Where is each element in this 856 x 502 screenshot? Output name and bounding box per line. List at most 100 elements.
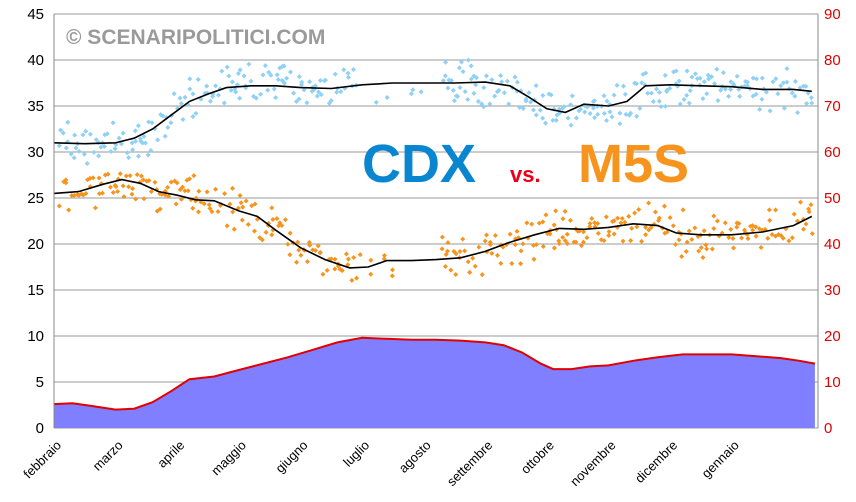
cdx-point — [133, 138, 139, 144]
cdx-point — [345, 74, 351, 80]
cdx-point — [210, 93, 216, 99]
cdx-point — [273, 95, 279, 101]
y-right-tick-label: 90 — [824, 6, 841, 23]
x-tick-label: ottobre — [518, 438, 557, 477]
cdx-point — [91, 149, 97, 155]
cdx-point — [187, 76, 193, 82]
m5s-point — [711, 225, 717, 231]
gap-area — [54, 337, 815, 428]
m5s-point — [543, 212, 549, 218]
m5s-point — [529, 221, 535, 227]
m5s-point — [629, 225, 635, 231]
m5s-point — [357, 252, 363, 258]
cdx-point — [700, 96, 706, 102]
x-tick-label: giugno — [272, 438, 310, 476]
cdx-point — [248, 78, 254, 84]
m5s-point — [269, 232, 275, 238]
cdx-point — [84, 160, 90, 166]
cdx-point — [499, 79, 505, 85]
m5s-point — [494, 252, 500, 258]
cdx-point — [514, 79, 520, 85]
cdx-point — [307, 79, 313, 85]
m5s-point — [701, 228, 707, 234]
cdx-point — [744, 83, 750, 89]
m5s-point — [185, 188, 191, 194]
m5s-point — [809, 231, 815, 237]
m5s-point — [90, 175, 96, 181]
cdx-point — [246, 61, 252, 67]
cdx-point — [440, 78, 446, 84]
y-right-tick-label: 0 — [824, 420, 832, 437]
cdx-point — [317, 78, 323, 84]
m5s-point — [345, 256, 351, 262]
m5s-point — [294, 259, 300, 265]
cdx-point — [528, 99, 534, 105]
m5s-point — [507, 231, 513, 237]
m5s-point — [562, 208, 568, 214]
m5s-point — [664, 229, 670, 235]
cdx-point — [803, 83, 809, 89]
cdx-point — [60, 130, 66, 136]
cdx-point — [72, 132, 78, 138]
y-left-tick-label: 45 — [27, 6, 44, 23]
y-right-tick-label: 50 — [824, 190, 841, 207]
cdx-point — [350, 66, 356, 72]
cdx-point — [328, 98, 334, 104]
cdx-point — [148, 148, 154, 154]
cdx-point — [296, 74, 302, 80]
x-tick-label: agosto — [396, 438, 434, 476]
cdx-point — [622, 91, 628, 97]
cdx-point — [704, 91, 710, 97]
title-vs: vs. — [510, 162, 541, 187]
cdx-point — [687, 88, 693, 94]
cdx-point — [737, 93, 743, 99]
m5s-point — [166, 193, 172, 199]
m5s-point — [679, 253, 685, 259]
m5s-point — [553, 208, 559, 214]
m5s-point — [240, 204, 246, 210]
cdx-point — [228, 87, 234, 93]
m5s-point — [791, 211, 797, 217]
cdx-point — [734, 73, 740, 79]
cdx-point — [650, 99, 656, 105]
m5s-point — [482, 238, 488, 244]
m5s-point — [146, 178, 152, 184]
cdx-point — [268, 72, 274, 78]
cdx-point — [591, 98, 597, 104]
m5s-point — [282, 217, 288, 223]
cdx-point — [226, 73, 232, 79]
m5s-point — [87, 175, 93, 181]
m5s-point — [287, 230, 293, 236]
m5s-point — [287, 252, 293, 258]
cdx-point — [162, 133, 168, 139]
m5s-point — [92, 205, 98, 211]
m5s-point — [580, 239, 586, 245]
cdx-point — [215, 92, 221, 98]
cdx-point — [233, 89, 239, 95]
cdx-point — [662, 72, 668, 78]
cdx-point — [784, 79, 790, 85]
m5s-point — [564, 241, 570, 247]
m5s-point — [238, 200, 244, 206]
m5s-point — [99, 190, 105, 196]
y-left-tick-label: 35 — [27, 98, 44, 115]
m5s-point — [368, 257, 374, 263]
m5s-point — [476, 244, 482, 250]
cdx-point — [530, 107, 536, 113]
cdx-point — [323, 77, 329, 83]
m5s-point — [196, 188, 202, 194]
cdx-point — [178, 100, 184, 106]
m5s-point — [63, 177, 69, 183]
cdx-point — [750, 93, 756, 99]
m5s-point — [317, 250, 323, 256]
cdx-point — [118, 141, 124, 147]
m5s-point — [731, 245, 737, 251]
m5s-point — [215, 209, 221, 215]
cdx-point — [481, 104, 487, 110]
m5s-point — [601, 238, 607, 244]
cdx-point — [271, 86, 277, 92]
cdx-point — [262, 63, 268, 69]
m5s-point — [619, 216, 625, 222]
cdx-point — [590, 105, 596, 111]
m5s-point — [230, 209, 236, 215]
